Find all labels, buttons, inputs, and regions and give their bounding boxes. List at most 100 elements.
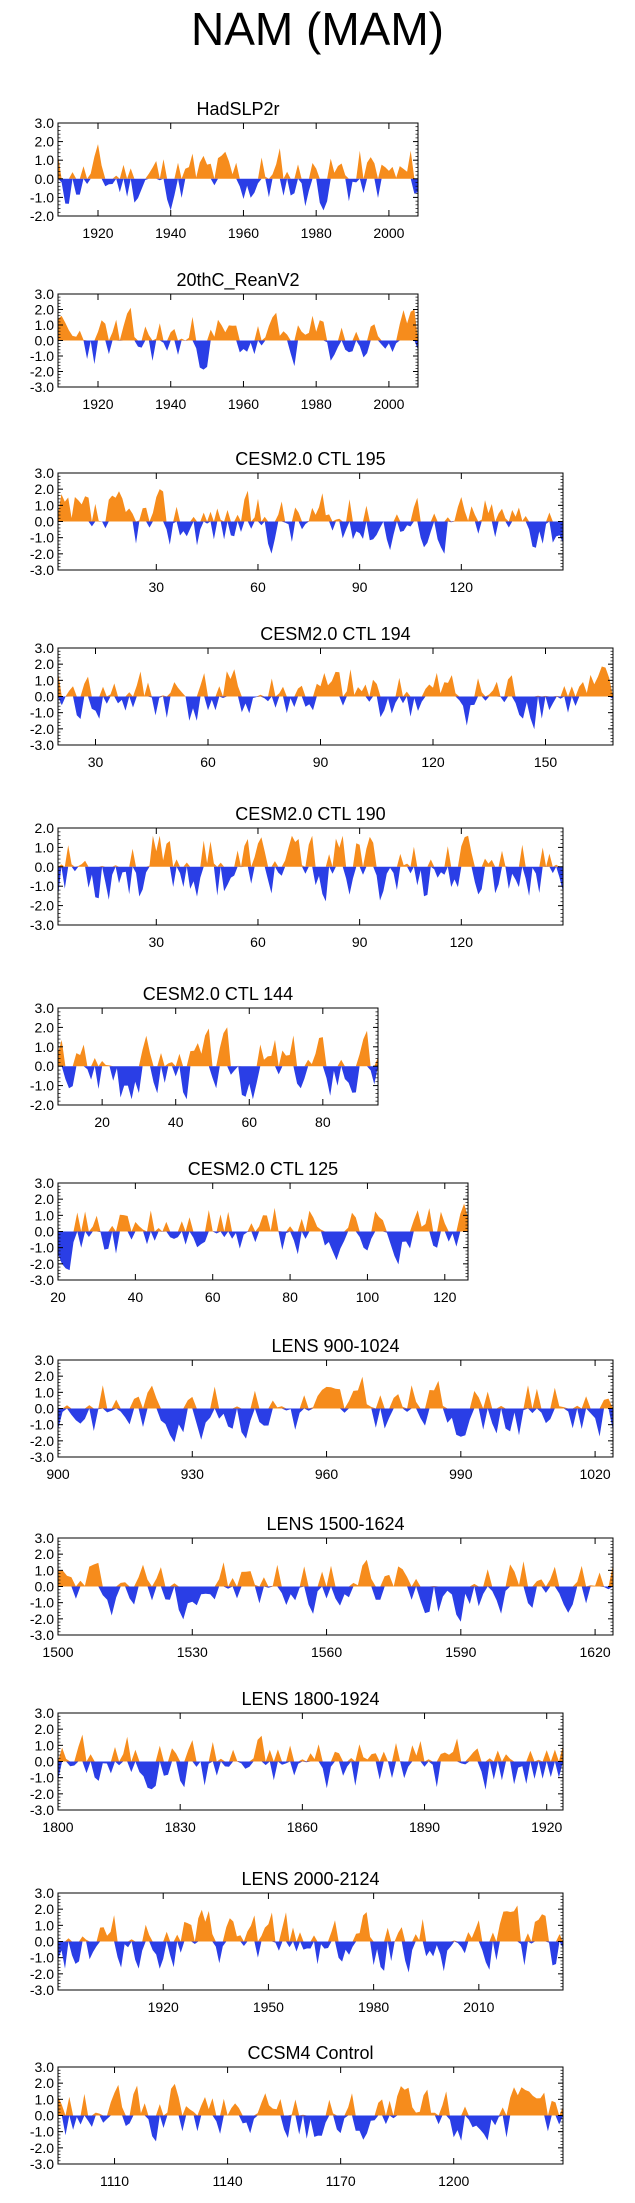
y-tick-label: 3.0 <box>35 465 55 481</box>
y-tick-label: 3.0 <box>35 115 55 131</box>
y-tick-label: -2.0 <box>30 1966 54 1982</box>
x-tick-label: 90 <box>352 579 368 595</box>
y-tick-label: -3.0 <box>30 1802 54 1818</box>
chart-panel: CESM2.0 CTL 190 2.0 1.0 0.0 -1.0 -2.0 -3.0 30 60… <box>30 804 564 950</box>
chart-title: LENS 1500-1624 <box>266 1514 404 1534</box>
y-tick-label: -3.0 <box>30 737 54 753</box>
y-tick-label: 0.0 <box>35 1934 55 1950</box>
positive-series-area <box>58 1376 613 1409</box>
y-tick-label: 3.0 <box>35 1000 55 1016</box>
x-tick-label: 1940 <box>155 396 186 412</box>
x-tick-label: 120 <box>450 579 474 595</box>
x-tick-label: 930 <box>181 1466 205 1482</box>
x-tick-label: 40 <box>168 1114 184 1130</box>
positive-series-area <box>58 1027 378 1067</box>
chart-title: CESM2.0 CTL 190 <box>235 804 385 824</box>
y-tick-label: -3.0 <box>30 562 54 578</box>
x-tick-label: 1590 <box>445 1644 476 1660</box>
negative-series-area <box>58 1066 378 1100</box>
chart-title: 20thC_ReanV2 <box>176 270 299 291</box>
y-tick-label: -1.0 <box>30 1078 54 1094</box>
x-tick-label: 80 <box>315 1114 331 1130</box>
x-tick-label: 120 <box>433 1289 457 1305</box>
x-tick-label: 1940 <box>155 225 186 241</box>
y-tick-label: 0.0 <box>35 2108 55 2124</box>
y-tick-label: -1.0 <box>30 189 54 205</box>
x-tick-label: 900 <box>46 1466 70 1482</box>
chart-title: CESM2.0 CTL 195 <box>235 449 385 469</box>
y-tick-label: 3.0 <box>35 2059 55 2075</box>
positive-series-area <box>58 1203 468 1232</box>
y-tick-label: 3.0 <box>35 286 55 302</box>
positive-series-area <box>58 1734 563 1762</box>
y-tick-label: 1.0 <box>35 1039 55 1055</box>
x-tick-label: 1800 <box>42 1819 73 1835</box>
x-tick-label: 20 <box>94 1114 110 1130</box>
y-tick-label: 1.0 <box>35 1562 55 1578</box>
y-tick-label: 1.0 <box>35 1207 55 1223</box>
y-tick-label: -2.0 <box>30 1786 54 1802</box>
y-tick-label: -3.0 <box>30 917 54 933</box>
positive-series-area <box>58 666 613 697</box>
y-tick-label: 1.0 <box>35 672 55 688</box>
positive-series-area <box>58 307 418 341</box>
y-tick-label: 2.0 <box>35 1019 55 1035</box>
x-tick-label: 2000 <box>373 225 404 241</box>
x-tick-label: 1140 <box>213 2173 243 2189</box>
x-tick-label: 1860 <box>287 1819 318 1835</box>
y-tick-label: 0.0 <box>35 333 55 349</box>
y-tick-label: -2.0 <box>30 2140 54 2156</box>
positive-series-area <box>58 835 563 867</box>
x-tick-label: 100 <box>356 1289 380 1305</box>
y-tick-label: 3.0 <box>35 1352 55 1368</box>
x-tick-label: 1530 <box>177 1644 208 1660</box>
y-tick-label: -2.0 <box>30 546 54 562</box>
y-tick-label: -3.0 <box>30 379 54 395</box>
y-tick-label: -1.0 <box>30 705 54 721</box>
y-tick-label: 3.0 <box>35 1885 55 1901</box>
y-tick-label: 0.0 <box>35 859 55 875</box>
x-tick-label: 90 <box>352 934 368 950</box>
y-tick-label: 1.0 <box>35 152 55 168</box>
y-tick-label: 2.0 <box>35 1901 55 1917</box>
x-tick-label: 1950 <box>253 1999 284 2015</box>
y-tick-label: 2.0 <box>35 481 55 497</box>
y-tick-label: 1.0 <box>35 497 55 513</box>
y-tick-label: 1.0 <box>35 1737 55 1753</box>
y-tick-label: 3.0 <box>35 1175 55 1191</box>
y-tick-label: -2.0 <box>30 898 54 914</box>
chart-title: LENS 2000-2124 <box>241 1869 379 1889</box>
chart-panel: LENS 2000-2124 3.02.01.00.0-1.0-2.0-3.0 19… <box>30 1869 564 2015</box>
x-tick-label: 60 <box>200 754 216 770</box>
y-tick-label: 2.0 <box>35 1368 55 1384</box>
x-tick-label: 1200 <box>438 2173 469 2189</box>
chart-title: HadSLP2r <box>196 99 279 119</box>
negative-series-area <box>58 1761 563 1790</box>
negative-series-area <box>58 2115 563 2142</box>
y-tick-label: -1.0 <box>30 878 54 894</box>
x-tick-label: 60 <box>250 579 266 595</box>
y-tick-label: 2.0 <box>35 134 55 150</box>
page-title: NAM (MAM) <box>191 3 444 55</box>
negative-series-area <box>58 1408 613 1443</box>
y-tick-label: 1.0 <box>35 1384 55 1400</box>
y-tick-label: 0.0 <box>35 1058 55 1074</box>
y-tick-label: -2.0 <box>30 364 54 380</box>
chart-panel: HadSLP2r 3.0 2.0 1.0 0.0 -1.0 -2.0 1920 1940 1960… <box>30 99 419 241</box>
chart-panel: 20thC_ReanV2 3.02.01.00.0-1.0-2.0-3.0 1920… <box>30 270 419 412</box>
y-tick-label: -1.0 <box>30 348 54 364</box>
x-tick-label: 990 <box>449 1466 473 1482</box>
y-tick-label: -3.0 <box>30 1449 54 1465</box>
y-tick-label: 0.0 <box>35 514 55 530</box>
x-tick-label: 1890 <box>409 1819 440 1835</box>
y-tick-label: 3.0 <box>35 640 55 656</box>
y-tick-label: -1.0 <box>30 1417 54 1433</box>
y-tick-label: -3.0 <box>30 1272 54 1288</box>
y-tick-label: 0.0 <box>35 1579 55 1595</box>
positive-series-area <box>58 489 563 522</box>
y-tick-label: -1.0 <box>30 1595 54 1611</box>
x-tick-label: 1830 <box>165 1819 196 1835</box>
negative-series-area <box>58 1586 613 1622</box>
y-tick-label: -1.0 <box>30 1770 54 1786</box>
